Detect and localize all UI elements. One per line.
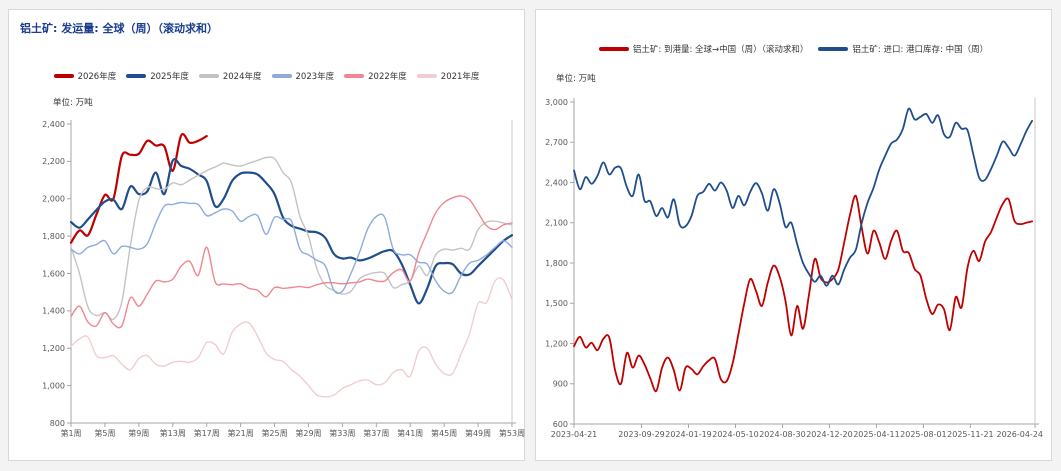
x-tick-label: 2023-09-29 [618,430,665,439]
left-chart-panel: 铝土矿: 发运量: 全球（周）（滚动求和） 2026年度 2025年度 2024年度… [8,9,525,461]
legend-swatch-icon [598,47,629,51]
x-tick-label: 第33周 [329,428,355,438]
x-tick-label: 2024-08-30 [759,430,806,439]
legend-label: 2022年度 [368,72,407,82]
legend-item-0-3[interactable]: 2023年度 [271,70,335,82]
y-tick-label: 2,400 [545,178,568,187]
y-tick-label: 2,100 [545,219,568,228]
right-chart-panel: 铝土矿: 到港量: 全球→中国（周）（滚动求和） 铝土矿: 进口: 港口库存: 中… [535,9,1052,461]
legend-label: 2024年度 [222,72,262,82]
y-tick-label: 1,500 [545,299,568,308]
x-tick-label: 2024-05-10 [712,430,759,439]
legend-item-0-5[interactable]: 2021年度 [416,70,480,82]
x-tick-label: 第45周 [431,428,457,438]
left-series-line-2 [70,156,513,321]
y-tick-label: 900 [553,380,568,389]
x-tick-label: 第29周 [295,428,321,438]
legend-swatch-icon [344,74,365,78]
x-tick-label: 第49周 [465,428,491,438]
left-series-line-3 [70,201,513,295]
y-tick-label: 2,000 [42,195,65,204]
y-tick-label: 600 [553,420,568,429]
legend-swatch-icon [271,74,292,78]
x-tick-label: 第25周 [261,428,287,438]
left-unit-label: 单位: 万吨 [53,98,93,108]
y-tick-label: 3,000 [545,98,568,107]
x-tick-label: 第17周 [194,428,220,438]
legend-label: 铝土矿: 到港量: 全球→中国（周）（滚动求和） [632,45,809,55]
right-series-line-1 [573,107,1033,287]
y-tick-label: 2,700 [545,138,568,147]
legend-label: 2025年度 [150,72,189,82]
x-tick-label: 第41周 [397,428,423,438]
y-tick-label: 1,800 [42,232,65,241]
legend-swatch-icon [818,47,849,51]
left-series-line-5 [70,277,513,398]
legend-label: 2023年度 [295,72,335,82]
legend-item-0-0[interactable]: 2026年度 [53,70,117,82]
legend-swatch-icon [198,74,219,78]
page-title: 铝土矿: 发运量: 全球（周）（滚动求和） [20,22,218,35]
x-tick-label: 第13周 [160,428,186,438]
y-tick-label: 1,000 [42,381,65,390]
x-tick-label: 第1周 [60,428,81,438]
y-tick-label: 1,600 [42,269,65,278]
x-tick-label: 2025-08-01 [900,430,947,439]
x-tick-label: 2026-04-24 [997,430,1044,439]
right-unit-label: 单位: 万吨 [556,74,596,84]
right-series-line-0 [573,194,1033,393]
legend-swatch-icon [416,74,437,78]
left-series-line-4 [70,195,513,329]
right-chart-legend: 铝土矿: 到港量: 全球→中国（周）（滚动求和） 铝土矿: 进口: 港口库存: 中… [536,43,1051,55]
left-chart-svg: 800 1,000 1,200 1,400 1,600 1,800 2,000 2,200 2,… [42,120,525,438]
left-series-line-1 [69,158,514,305]
y-tick-label: 2,200 [42,157,65,166]
legend-label: 2026年度 [77,72,117,82]
legend-swatch-icon [126,74,147,78]
legend-item-1-0[interactable]: 铝土矿: 到港量: 全球→中国（周）（滚动求和） [598,43,809,55]
x-tick-label: 第9周 [128,428,149,438]
x-tick-label: 第5周 [94,428,115,438]
x-tick-label: 2024-01-19 [665,430,712,439]
y-tick-label: 1,400 [42,307,65,316]
y-tick-label: 1,200 [42,344,65,353]
legend-swatch-icon [53,74,74,78]
x-tick-label: 第53周 [499,428,525,438]
x-tick-label: 第37周 [363,428,389,438]
y-tick-label: 2,400 [42,120,65,129]
left-chart-legend: 2026年度 2025年度 2024年度 2023年度 2022年度 2021年度 [9,70,524,82]
legend-item-0-2[interactable]: 2024年度 [198,70,262,82]
left-series-line-0 [69,133,208,244]
x-tick-label: 2024-12-20 [806,430,853,439]
x-tick-label: 2025-04-11 [853,430,900,439]
x-tick-label: 第21周 [228,428,254,438]
y-tick-label: 1,200 [545,339,568,348]
legend-item-0-4[interactable]: 2022年度 [344,70,407,82]
x-tick-label: 2025-11-21 [947,430,994,439]
legend-label: 铝土矿: 进口: 港口库存: 中国（周） [852,45,989,55]
y-tick-label: 800 [50,419,65,428]
legend-item-1-1[interactable]: 铝土矿: 进口: 港口库存: 中国（周） [818,43,988,55]
legend-item-0-1[interactable]: 2025年度 [126,70,189,82]
right-chart-svg: 600 900 1,200 1,500 1,800 2,100 2,400 2,700 3,00… [545,98,1044,439]
x-tick-label: 2023-04-21 [551,430,598,439]
y-tick-label: 1,800 [545,259,568,268]
legend-label: 2021年度 [440,72,480,82]
